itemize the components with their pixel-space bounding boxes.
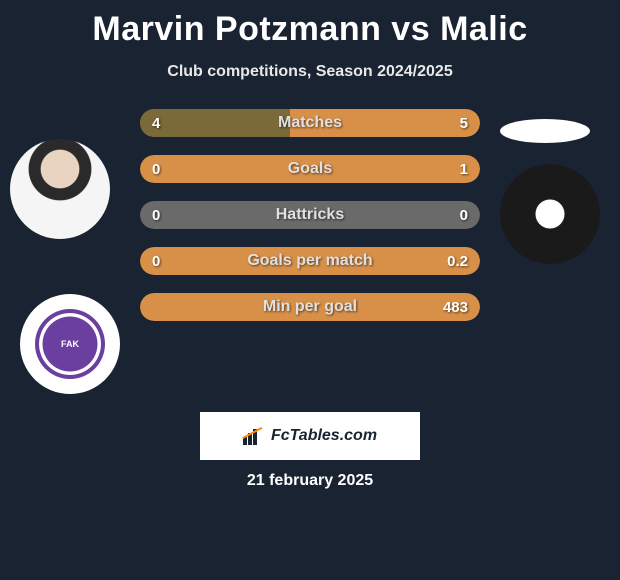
stat-bar-row: 01Goals <box>140 155 480 183</box>
stat-bar-row: 483Min per goal <box>140 293 480 321</box>
date-text: 21 february 2025 <box>0 472 620 490</box>
stat-label: Matches <box>140 109 480 137</box>
subtitle: Club competitions, Season 2024/2025 <box>0 63 620 81</box>
player-right-avatar <box>500 119 590 143</box>
comparison-panel: FAK 45Matches01Goals00Hattricks00.2Goals… <box>0 109 620 369</box>
player-left-club-badge: FAK <box>20 294 120 394</box>
branding-chart-icon <box>243 427 265 445</box>
stat-bars: 45Matches 01Goals 00Hattricks 00.2Goals per… <box>140 109 480 339</box>
stat-label: Goals per match <box>140 247 480 275</box>
player-left-avatar <box>10 139 110 239</box>
page-title: Marvin Potzmann vs Malic <box>0 0 620 49</box>
branding-box: FcTables.com <box>200 412 420 460</box>
stat-label: Hattricks <box>140 201 480 229</box>
player-right-club-badge <box>500 164 600 264</box>
stat-label: Min per goal <box>140 293 480 321</box>
stat-bar-row: 00.2Goals per match <box>140 247 480 275</box>
branding-text: FcTables.com <box>271 427 377 445</box>
stat-bar-row: 45Matches <box>140 109 480 137</box>
stat-label: Goals <box>140 155 480 183</box>
stat-bar-row: 00Hattricks <box>140 201 480 229</box>
club-badge-inner: FAK <box>35 309 105 379</box>
